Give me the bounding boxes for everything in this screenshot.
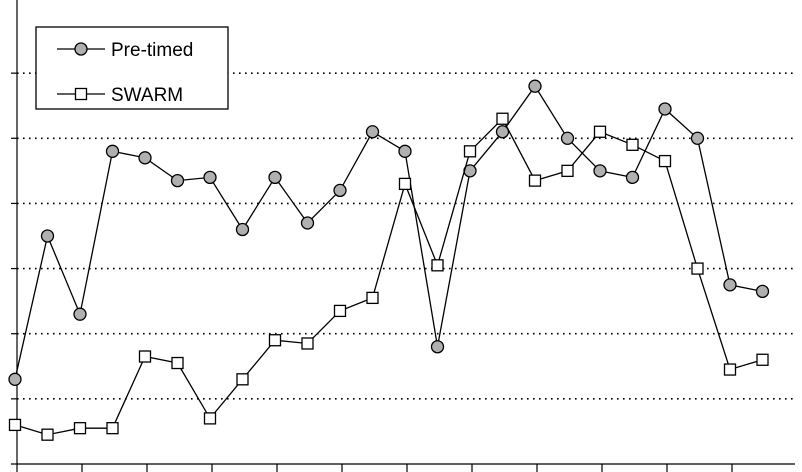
data-point	[333, 304, 347, 318]
data-point	[561, 164, 574, 178]
data-point	[106, 422, 119, 435]
data-point	[8, 372, 22, 386]
legend: Pre-timed SWARM	[35, 26, 229, 110]
data-point	[203, 412, 217, 425]
data-point	[366, 291, 379, 305]
data-point	[430, 340, 445, 354]
data-point	[560, 131, 575, 145]
data-point	[365, 125, 380, 139]
data-point	[203, 170, 217, 185]
data-point	[496, 112, 509, 125]
data-point	[138, 151, 152, 165]
data-point	[171, 356, 184, 370]
legend-item: SWARM	[57, 85, 183, 106]
data-point	[73, 422, 87, 435]
data-point	[73, 307, 87, 321]
data-point	[691, 262, 704, 275]
legend-marker	[74, 87, 88, 101]
series-swarm	[8, 112, 769, 441]
series-line	[14, 85, 763, 380]
data-point	[235, 222, 250, 237]
legend-label: SWARM	[111, 85, 183, 106]
data-point	[333, 183, 347, 198]
series-line	[14, 117, 763, 436]
data-point	[723, 278, 737, 292]
data-point	[658, 102, 672, 116]
data-point	[495, 125, 510, 139]
data-point	[658, 154, 672, 168]
data-point	[755, 284, 770, 299]
data-point	[398, 144, 412, 158]
data-point	[8, 418, 22, 432]
data-point	[690, 131, 705, 145]
data-point	[626, 138, 639, 151]
data-point	[301, 337, 314, 350]
data-point	[528, 79, 542, 93]
data-point	[40, 229, 55, 243]
data-point	[268, 170, 282, 185]
data-point	[625, 170, 640, 185]
axes	[11, 0, 795, 472]
data-point	[756, 353, 769, 366]
data-point	[41, 428, 54, 441]
data-point	[528, 174, 542, 187]
series-pre-timed	[8, 79, 770, 386]
data-point	[593, 164, 607, 178]
legend-box	[35, 26, 229, 110]
data-point	[398, 177, 412, 191]
data-point	[300, 216, 315, 230]
data-point	[593, 125, 607, 138]
legend-item: Pre-timed	[57, 40, 193, 61]
data-point	[268, 334, 282, 347]
data-point	[431, 259, 444, 272]
data-point	[236, 373, 249, 386]
legend-label: Pre-timed	[111, 40, 193, 61]
series-layer	[8, 79, 770, 441]
data-point	[138, 350, 152, 363]
gridlines	[17, 72, 795, 400]
data-point	[170, 173, 185, 188]
data-point	[463, 145, 477, 158]
data-point	[723, 363, 737, 376]
data-point	[105, 144, 120, 158]
legend-marker	[74, 42, 88, 56]
